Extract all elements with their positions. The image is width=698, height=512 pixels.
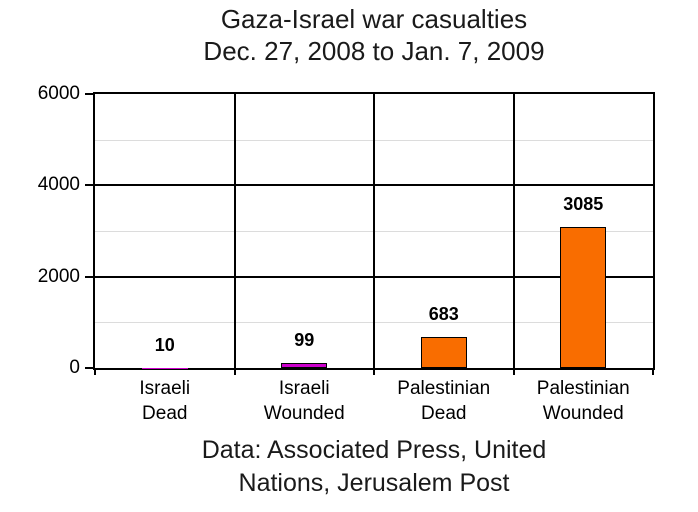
y-tick-mark (85, 275, 93, 278)
y-tick-mark (85, 184, 93, 187)
bar-value-label: 3085 (563, 194, 604, 215)
bar-value-label: 99 (294, 330, 315, 351)
category-label-line1: Palestinian (397, 378, 491, 399)
bar-value-label: 10 (154, 334, 175, 355)
category-label-israeli-dead: Israeli Dead (95, 376, 235, 426)
chart-title: Gaza-Israel war casualties Dec. 27, 2008… (50, 3, 698, 67)
x-tick-mark (94, 370, 96, 375)
category-label-palestinian-dead: Palestinian Dead (374, 376, 514, 426)
data-source-caption: Data: Associated Press, United Nations, … (50, 434, 698, 500)
y-tick-label: 2000 (37, 265, 80, 287)
y-tick-label: 6000 (37, 83, 80, 104)
category-label-line1: Israeli (139, 378, 191, 399)
y-tick-label: 0 (69, 357, 80, 378)
chart-title-line1: Gaza-Israel war casualties (220, 4, 528, 34)
caption-line1: Data: Associated Press, United (201, 436, 547, 464)
category-label-israeli-wounded: Israeli Wounded (235, 376, 375, 426)
y-tick-label: 4000 (37, 174, 80, 196)
bar-value-label: 683 (428, 303, 459, 324)
bar-palestinian-wounded (560, 227, 607, 368)
bar-palestinian-dead (420, 336, 467, 368)
bar-israeli-wounded (281, 363, 328, 368)
category-label-line2: Wounded (542, 403, 624, 424)
category-label-line2: Wounded (263, 403, 345, 424)
y-tick-mark (85, 93, 93, 95)
x-tick-mark (233, 370, 236, 375)
category-divider (373, 94, 375, 368)
x-tick-mark (373, 370, 375, 375)
y-tick-mark (85, 367, 93, 369)
category-label-palestinian-wounded: Palestinian Wounded (514, 376, 654, 426)
category-divider (512, 94, 515, 368)
caption-line2: Nations, Jerusalem Post (238, 469, 510, 497)
chart-title-line2: Dec. 27, 2008 to Jan. 7, 2009 (203, 36, 545, 66)
x-axis-labels: Israeli Dead Israeli Wounded Palestinian Dead… (95, 376, 653, 426)
category-label-line2: Dead (421, 403, 467, 424)
category-label-line2: Dead (142, 403, 188, 424)
category-label-line1: Palestinian (536, 378, 630, 399)
category-label-line1: Israeli (278, 378, 330, 399)
x-tick-mark (512, 370, 515, 375)
category-divider (233, 94, 236, 368)
x-tick-mark (652, 370, 654, 375)
plot-area: 10 99 683 3085 (85, 92, 655, 375)
